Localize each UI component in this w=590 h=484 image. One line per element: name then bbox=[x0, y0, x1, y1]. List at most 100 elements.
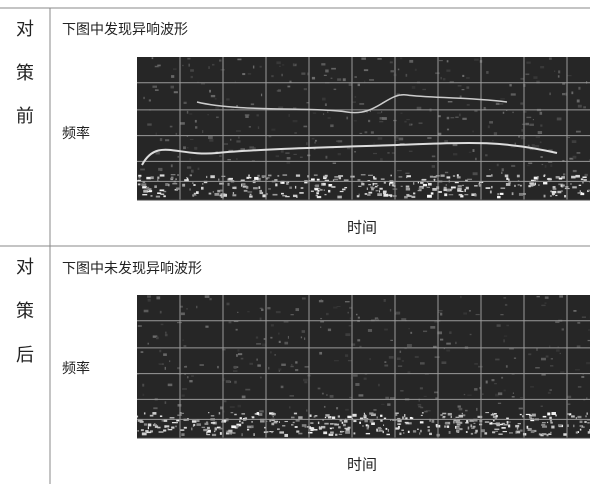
noise bbox=[216, 426, 221, 429]
noise bbox=[242, 73, 246, 76]
noise bbox=[364, 419, 368, 423]
noise bbox=[427, 429, 431, 432]
noise bbox=[149, 414, 154, 417]
noise bbox=[401, 429, 404, 431]
noise bbox=[226, 98, 230, 101]
noise bbox=[493, 132, 498, 136]
noise bbox=[187, 57, 191, 60]
noise bbox=[443, 186, 447, 189]
noise bbox=[420, 414, 423, 417]
noise bbox=[352, 374, 358, 377]
row-label: 后 bbox=[16, 345, 34, 365]
noise bbox=[155, 151, 160, 155]
noise bbox=[258, 186, 261, 189]
noise bbox=[361, 57, 366, 60]
noise bbox=[163, 429, 167, 432]
noise bbox=[492, 419, 495, 422]
noise bbox=[318, 426, 321, 429]
noise bbox=[354, 96, 357, 98]
noise bbox=[293, 107, 297, 109]
noise bbox=[532, 183, 535, 186]
noise bbox=[190, 75, 193, 79]
noise bbox=[201, 426, 206, 428]
noise bbox=[546, 433, 549, 437]
noise bbox=[531, 413, 536, 417]
noise bbox=[557, 75, 560, 78]
noise bbox=[389, 397, 395, 400]
noise bbox=[159, 138, 163, 142]
noise bbox=[200, 82, 205, 85]
noise bbox=[505, 183, 511, 186]
noise bbox=[334, 176, 340, 178]
noise bbox=[177, 322, 182, 324]
noise bbox=[348, 83, 353, 87]
noise bbox=[193, 192, 196, 195]
noise bbox=[159, 415, 163, 417]
noise bbox=[431, 165, 436, 168]
noise bbox=[437, 132, 442, 136]
noise bbox=[560, 184, 563, 187]
noise bbox=[225, 380, 231, 383]
noise bbox=[447, 101, 453, 103]
noise bbox=[228, 321, 232, 324]
noise bbox=[385, 396, 389, 400]
noise bbox=[208, 66, 210, 69]
noise bbox=[567, 395, 572, 399]
noise bbox=[171, 422, 177, 424]
noise bbox=[501, 168, 504, 172]
noise bbox=[290, 314, 294, 316]
noise bbox=[573, 310, 577, 312]
noise bbox=[577, 104, 582, 108]
noise bbox=[193, 184, 196, 186]
noise bbox=[299, 192, 304, 194]
noise bbox=[208, 192, 212, 195]
noise bbox=[407, 195, 412, 197]
noise bbox=[455, 116, 459, 118]
noise bbox=[239, 417, 242, 420]
noise bbox=[535, 136, 541, 139]
noise bbox=[471, 193, 477, 196]
noise bbox=[387, 428, 389, 432]
noise bbox=[303, 378, 308, 382]
noise bbox=[310, 190, 314, 193]
noise bbox=[304, 381, 308, 384]
noise bbox=[382, 430, 384, 434]
noise bbox=[381, 111, 383, 113]
noise bbox=[468, 310, 471, 312]
noise bbox=[250, 103, 255, 106]
noise bbox=[152, 85, 158, 88]
noise bbox=[153, 407, 158, 410]
noise bbox=[548, 161, 553, 163]
noise bbox=[452, 175, 456, 177]
noise bbox=[381, 117, 387, 120]
noise bbox=[387, 152, 390, 154]
noise bbox=[380, 158, 383, 161]
noise bbox=[438, 190, 442, 193]
noise bbox=[472, 130, 474, 133]
noise bbox=[285, 195, 290, 198]
noise bbox=[226, 302, 230, 306]
noise bbox=[173, 91, 178, 94]
noise bbox=[494, 383, 497, 385]
noise bbox=[168, 183, 170, 187]
noise bbox=[555, 194, 558, 197]
noise bbox=[457, 85, 462, 87]
noise bbox=[497, 193, 500, 196]
noise bbox=[189, 138, 194, 140]
noise bbox=[541, 422, 546, 424]
noise bbox=[327, 111, 329, 113]
noise bbox=[273, 413, 276, 415]
noise bbox=[240, 357, 244, 360]
noise bbox=[375, 318, 380, 321]
noise bbox=[267, 307, 271, 310]
noise bbox=[167, 383, 173, 387]
noise bbox=[281, 363, 286, 366]
noise bbox=[355, 313, 358, 316]
noise bbox=[394, 427, 400, 430]
noise bbox=[321, 182, 325, 186]
noise bbox=[378, 429, 383, 432]
noise bbox=[477, 415, 483, 418]
noise bbox=[219, 182, 224, 185]
noise bbox=[228, 149, 234, 152]
